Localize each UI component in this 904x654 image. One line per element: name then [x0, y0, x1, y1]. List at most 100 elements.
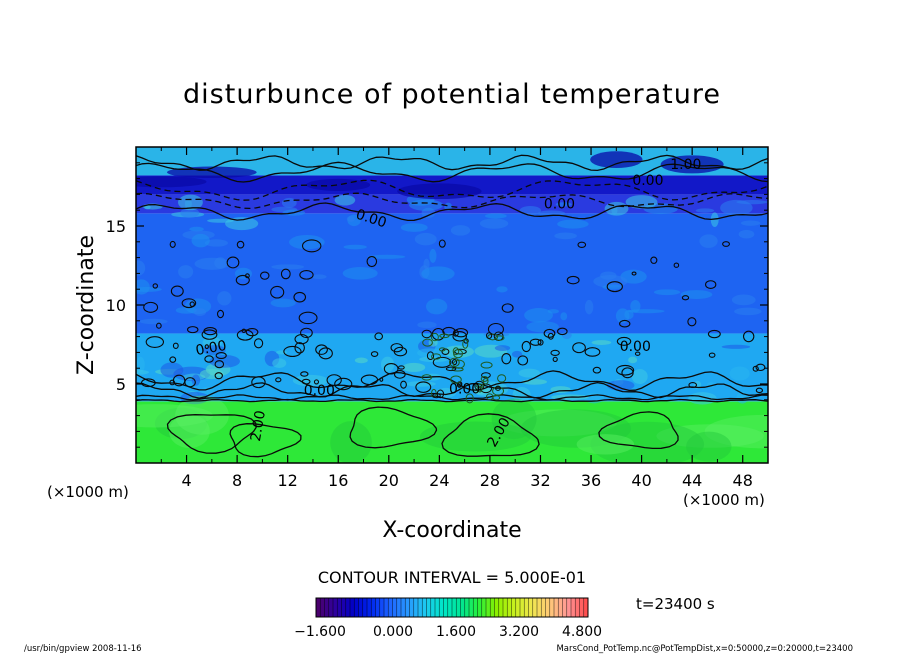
texture-patch	[204, 239, 229, 247]
texture-patch	[199, 368, 224, 380]
contour-squiggle	[481, 372, 491, 379]
contour-squiggle	[259, 271, 270, 280]
colorbar-segment	[566, 598, 572, 617]
contour-squiggle	[360, 374, 379, 386]
footer-right: MarsCond_PotTemp.nc@PotTempDist,x=0:5000…	[556, 644, 853, 654]
texture-patch	[680, 290, 713, 300]
contour-squiggle	[315, 344, 328, 355]
contour-squiggle	[236, 240, 245, 249]
contour-squiggle	[383, 362, 399, 375]
texture-patch	[602, 284, 623, 290]
texture-patch	[139, 318, 168, 325]
contour-squiggle	[393, 369, 406, 379]
texture-patch	[154, 407, 208, 440]
contour-squiggle	[301, 239, 322, 253]
texture-patch	[520, 409, 632, 448]
texture-patch	[191, 233, 210, 248]
contour-squiggle	[280, 268, 291, 280]
colorbar-segment	[405, 598, 410, 617]
contour-squiggle	[283, 345, 302, 358]
texture-patch	[160, 362, 184, 378]
contour-squiggle	[452, 359, 465, 369]
contour-squiggle	[463, 338, 469, 344]
colorbar-segment	[571, 598, 576, 617]
contour-line	[136, 161, 768, 183]
contour-squiggle	[251, 376, 266, 389]
contour-line	[441, 413, 540, 457]
colorbar-tick-label: −1.600	[294, 624, 346, 640]
y-axis-label: Z-coordinate	[74, 235, 99, 375]
texture-patch	[136, 260, 146, 276]
texture-patch	[425, 298, 448, 315]
x-axis-ticks: 4 8 12 16 20 24 28 32 36 40 44 48	[160, 147, 753, 490]
contour-line	[136, 398, 768, 403]
contour-label: 0.00	[544, 197, 575, 213]
contour-squiggle	[705, 280, 717, 289]
contour-label: 2.00	[248, 409, 269, 442]
colorbar-segment	[396, 598, 402, 617]
texture-patch	[193, 308, 207, 317]
colorbar-segment	[401, 598, 406, 617]
contour-squiggle	[708, 352, 716, 358]
x-tick-label: 44	[682, 471, 702, 490]
texture-patch	[281, 197, 297, 208]
colorbar-segment	[328, 598, 334, 617]
colorbar-segment	[384, 598, 389, 617]
contour-squiggle	[431, 353, 442, 360]
x-tick-label: 8	[232, 471, 242, 490]
texture-patch	[271, 264, 305, 270]
colorbar-segment	[554, 598, 559, 617]
texture-patch	[627, 309, 665, 314]
texture-patch	[416, 348, 443, 358]
colorbar-segment	[507, 598, 512, 617]
colorbar-segment	[490, 598, 495, 617]
colorbar-segment	[354, 598, 359, 617]
contour-line	[136, 154, 768, 172]
texture-patch	[450, 225, 471, 236]
y-tick-label: 15	[106, 217, 126, 236]
contour-squiggle	[497, 374, 507, 383]
contour-squiggle	[584, 347, 601, 357]
texture-patch	[560, 312, 568, 321]
colorbar-segment	[350, 598, 355, 617]
colorbar-segment	[460, 598, 466, 617]
contour-squiggle	[253, 338, 264, 349]
colorbar-segment	[503, 598, 508, 617]
contour-squiggle	[300, 327, 313, 339]
footer-left: /usr/bin/gpview 2008-11-16	[24, 644, 142, 654]
contour-squiggle	[688, 382, 698, 388]
colorbar-segment	[520, 598, 525, 617]
contour-squiggle	[566, 275, 580, 285]
contour-squiggle	[169, 356, 177, 363]
colorbar-segment	[537, 598, 542, 617]
texture-patch	[628, 356, 638, 364]
texture-patch	[405, 381, 436, 387]
contour-line	[229, 423, 302, 458]
colorbar-segment	[324, 598, 330, 617]
texture-patch	[214, 257, 227, 269]
colorbar-segment	[515, 598, 521, 617]
colorbar-segment	[541, 598, 546, 617]
texture-patch	[606, 380, 635, 391]
colorbar-segment	[486, 598, 491, 617]
texture-patch	[557, 219, 589, 229]
texture-patch	[695, 208, 715, 213]
contour-squiggle	[214, 372, 223, 380]
texture-patch	[402, 362, 426, 372]
colorbar-segment	[316, 598, 321, 617]
contour-squiggle	[492, 386, 505, 396]
contour-squiggle	[451, 358, 458, 366]
texture-patch	[421, 266, 455, 282]
x-axis-label: X-coordinate	[382, 518, 521, 543]
colorbar-segment	[413, 598, 419, 617]
contour-squiggle	[619, 319, 631, 328]
texture-patch	[178, 194, 203, 211]
x-tick-label: 24	[429, 471, 449, 490]
colorbar-segment	[345, 598, 351, 617]
colorbar-tick-labels: −1.600 0.000 1.600 3.200 4.800	[294, 624, 602, 640]
colorbar-segment	[481, 598, 487, 617]
texture-patch	[136, 369, 149, 375]
x-tick-label: 48	[733, 471, 753, 490]
contour-label: 0.00	[304, 383, 335, 399]
texture-patch	[178, 265, 194, 279]
